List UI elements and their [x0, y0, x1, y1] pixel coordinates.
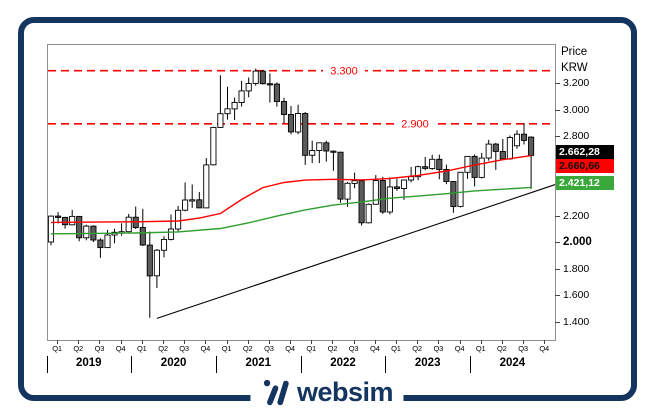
- svg-text:3.300: 3.300: [330, 66, 358, 78]
- websim-logo-icon: [263, 379, 289, 406]
- brand-footer: websim: [249, 376, 404, 408]
- svg-text:2.900: 2.900: [401, 119, 429, 131]
- brand-name: websim: [296, 377, 394, 407]
- candlestick-chart: 3.300 2.900: [48, 63, 555, 319]
- plot-area: 3.300 2.900: [47, 44, 556, 341]
